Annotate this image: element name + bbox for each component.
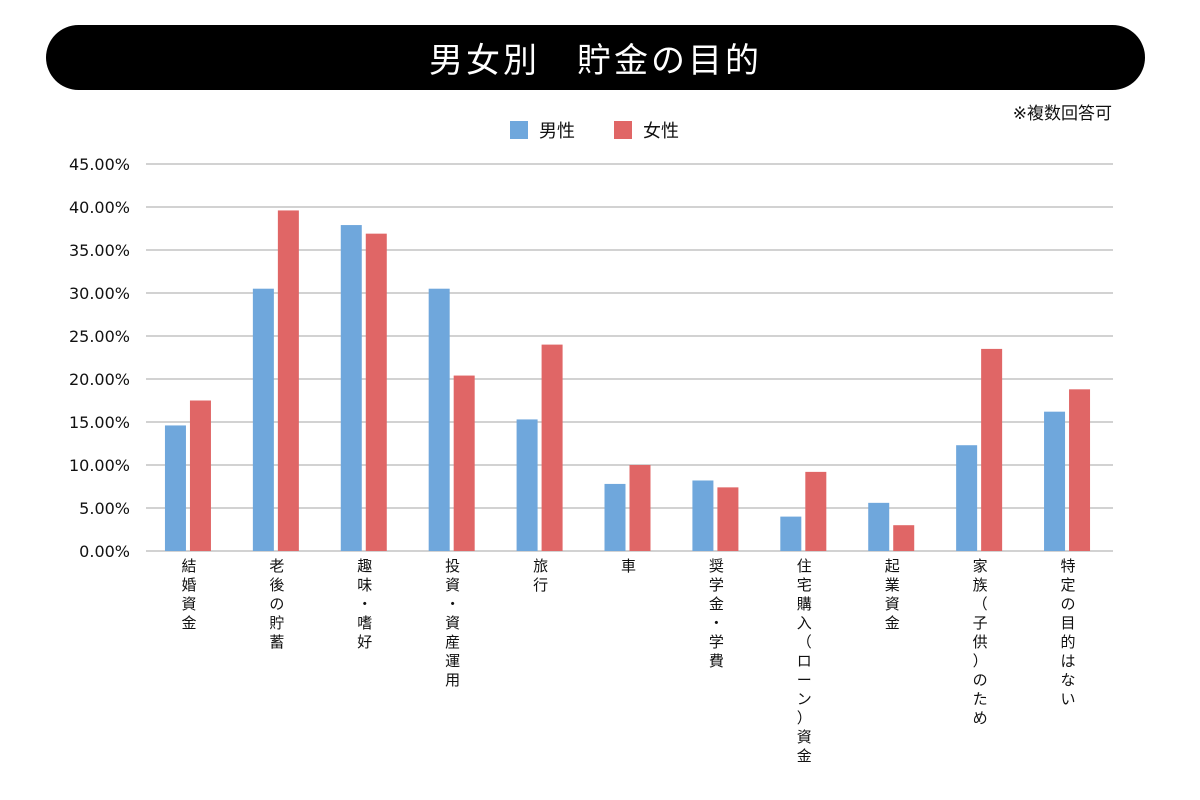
bar-female xyxy=(981,348,1003,551)
bar-female xyxy=(805,471,827,551)
bar-female xyxy=(453,375,475,551)
y-tick-label: 10.00% xyxy=(69,456,130,475)
x-tick-label: 家族（子供）のため xyxy=(973,557,988,727)
bar-male xyxy=(956,445,978,551)
x-tick-label: 趣味・嗜好 xyxy=(357,557,372,651)
bar-female xyxy=(189,400,211,551)
bar-female xyxy=(277,210,299,551)
bar-male xyxy=(252,288,274,551)
bar-male xyxy=(868,502,890,551)
bar-male xyxy=(692,480,714,551)
legend-swatch-female xyxy=(614,121,632,139)
bar-female xyxy=(541,344,563,551)
title-bar: 男女別 貯金の目的 xyxy=(46,25,1145,90)
bar-female xyxy=(629,465,651,551)
y-tick-label: 25.00% xyxy=(69,327,130,346)
bar-male xyxy=(604,483,626,551)
bar-male xyxy=(780,516,802,551)
legend-label-female: 女性 xyxy=(643,121,679,142)
bar-male xyxy=(1044,411,1066,551)
x-tick-label: 住宅購入（ローン）資金 xyxy=(797,557,812,765)
x-tick-label: 結婚資金 xyxy=(181,557,196,632)
x-tick-label: 起業資金 xyxy=(885,557,900,632)
bar-female xyxy=(365,233,387,551)
y-tick-label: 35.00% xyxy=(69,241,130,260)
x-tick-label: 奨学金・学費 xyxy=(709,557,724,670)
bar-female xyxy=(717,487,739,551)
chart-title: 男女別 貯金の目的 xyxy=(429,41,762,81)
x-tick-label: 旅行 xyxy=(533,557,548,594)
y-tick-label: 30.00% xyxy=(69,284,130,303)
x-tick-label: 老後の貯蓄 xyxy=(269,557,284,651)
x-tick-label: 車 xyxy=(621,557,636,575)
bar-female xyxy=(1069,389,1091,551)
bar-male xyxy=(164,425,186,551)
x-tick-label: 特定の目的はない xyxy=(1061,557,1076,708)
y-tick-label: 0.00% xyxy=(79,542,130,561)
y-tick-label: 15.00% xyxy=(69,413,130,432)
y-tick-label: 45.00% xyxy=(69,155,130,174)
bar-male xyxy=(428,288,450,551)
bar-male xyxy=(516,419,538,551)
multiple-answers-note: ※複数回答可 xyxy=(1012,104,1112,124)
legend-swatch-male xyxy=(510,121,528,139)
y-tick-label: 20.00% xyxy=(69,370,130,389)
y-tick-label: 40.00% xyxy=(69,198,130,217)
x-tick-label: 投資・資産運用 xyxy=(445,557,460,689)
legend-label-male: 男性 xyxy=(539,121,575,142)
y-tick-label: 5.00% xyxy=(79,499,130,518)
bar-male xyxy=(340,225,362,551)
bar-female xyxy=(893,525,915,551)
